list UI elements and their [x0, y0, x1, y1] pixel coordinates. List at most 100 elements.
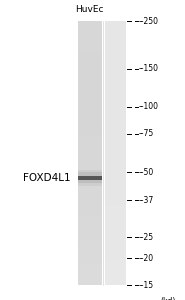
Text: HuvEc: HuvEc — [75, 4, 104, 14]
Bar — [78, 21, 102, 26]
Bar — [78, 250, 102, 254]
Bar — [105, 254, 126, 259]
Bar — [105, 56, 126, 61]
Text: --150: --150 — [138, 64, 158, 74]
Bar — [78, 131, 102, 135]
Bar — [78, 96, 102, 100]
Bar — [78, 259, 102, 263]
Bar — [78, 113, 102, 118]
Bar — [105, 21, 126, 26]
Text: (kd): (kd) — [160, 297, 175, 300]
Bar — [78, 74, 102, 78]
Bar — [105, 206, 126, 210]
Bar — [78, 34, 102, 39]
Bar — [105, 179, 126, 184]
Bar — [78, 47, 102, 52]
Bar — [78, 166, 102, 171]
Bar — [105, 232, 126, 237]
Bar — [78, 100, 102, 105]
Text: --15: --15 — [138, 280, 154, 290]
Bar — [105, 69, 126, 74]
Bar — [105, 78, 126, 82]
Bar — [78, 140, 102, 144]
Bar — [78, 158, 102, 162]
Bar — [78, 214, 102, 219]
Bar — [105, 210, 126, 214]
Bar — [78, 162, 102, 166]
Bar — [105, 162, 126, 166]
Bar — [78, 153, 102, 158]
Bar — [105, 263, 126, 267]
Bar — [78, 148, 102, 153]
Bar — [78, 170, 102, 186]
Text: --20: --20 — [138, 254, 154, 262]
Bar — [78, 56, 102, 61]
Bar — [78, 232, 102, 237]
Bar — [105, 166, 126, 171]
Bar — [78, 228, 102, 232]
Bar — [78, 69, 102, 74]
Bar — [105, 193, 126, 197]
Bar — [78, 206, 102, 210]
Bar — [105, 105, 126, 109]
Bar — [78, 184, 102, 188]
Bar — [78, 52, 102, 56]
Bar — [78, 43, 102, 47]
Bar — [78, 171, 102, 175]
Bar — [105, 153, 126, 158]
Bar — [105, 188, 126, 193]
Bar — [78, 87, 102, 92]
Bar — [105, 52, 126, 56]
Bar — [78, 237, 102, 241]
Text: --25: --25 — [138, 232, 154, 242]
Bar — [105, 82, 126, 87]
Text: --75: --75 — [138, 130, 154, 139]
Bar — [105, 171, 126, 175]
Bar — [105, 250, 126, 254]
Bar — [78, 280, 102, 285]
Bar — [105, 267, 126, 272]
Bar — [105, 131, 126, 135]
Text: --50: --50 — [138, 167, 154, 176]
Bar — [105, 219, 126, 224]
Bar — [105, 100, 126, 105]
Bar — [78, 30, 102, 34]
Bar — [105, 122, 126, 127]
Bar — [78, 92, 102, 96]
Bar — [78, 219, 102, 224]
Bar — [105, 43, 126, 47]
Bar — [78, 179, 102, 184]
Bar — [78, 144, 102, 148]
Bar — [78, 188, 102, 193]
Bar — [78, 175, 102, 179]
Bar — [105, 201, 126, 206]
Bar — [78, 201, 102, 206]
Bar — [105, 118, 126, 122]
Bar — [105, 140, 126, 144]
Bar — [105, 237, 126, 241]
Bar — [105, 272, 126, 276]
Bar — [105, 61, 126, 65]
Bar — [78, 135, 102, 140]
Bar — [105, 65, 126, 69]
Bar — [78, 210, 102, 214]
Bar — [105, 158, 126, 162]
Bar — [105, 34, 126, 39]
Bar — [105, 74, 126, 78]
Bar — [78, 224, 102, 228]
Bar — [105, 175, 126, 179]
Text: --250: --250 — [138, 16, 158, 26]
Bar — [105, 148, 126, 153]
Bar — [105, 47, 126, 52]
Bar — [105, 135, 126, 140]
Bar — [78, 82, 102, 87]
Bar — [78, 122, 102, 127]
Bar — [105, 30, 126, 34]
Bar — [105, 87, 126, 92]
Bar — [78, 197, 102, 201]
Bar — [105, 245, 126, 250]
Bar — [105, 26, 126, 30]
Bar — [78, 127, 102, 131]
Bar — [78, 78, 102, 82]
Bar — [105, 113, 126, 118]
